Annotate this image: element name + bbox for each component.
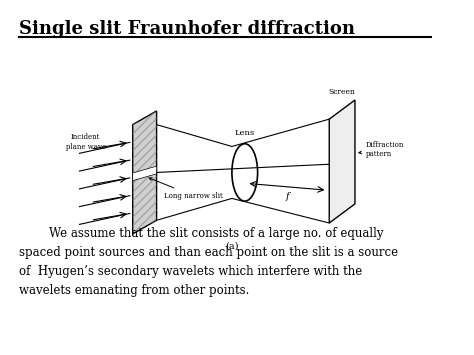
Text: Single slit Fraunhofer diffraction: Single slit Fraunhofer diffraction <box>19 20 355 38</box>
Text: Incident
plane wave: Incident plane wave <box>65 133 106 151</box>
Text: Screen: Screen <box>328 88 356 96</box>
Text: We assume that the slit consists of a large no. of equally
spaced point sources : We assume that the slit consists of a la… <box>19 227 398 297</box>
Text: Lens: Lens <box>235 129 255 137</box>
Polygon shape <box>133 166 156 181</box>
Polygon shape <box>133 111 156 234</box>
Text: f: f <box>285 192 289 201</box>
Text: (a): (a) <box>225 242 238 251</box>
Text: Long narrow slit: Long narrow slit <box>149 178 223 200</box>
Text: Diffraction
pattern: Diffraction pattern <box>359 141 404 158</box>
Polygon shape <box>329 100 355 223</box>
